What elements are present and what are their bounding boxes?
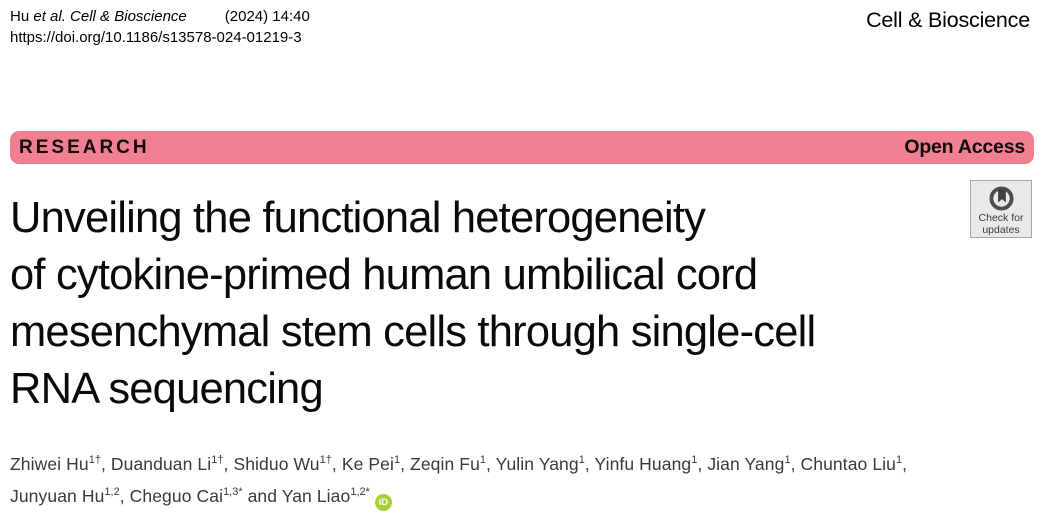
article-type-label: RESEARCH: [19, 136, 150, 158]
check-for-updates-badge[interactable]: Check for updates: [970, 180, 1032, 238]
author-affiliation-superscript: 1†: [211, 454, 224, 466]
article-title-line: RNA sequencing: [10, 365, 324, 413]
journal-name: Cell & Bioscience: [866, 8, 1030, 32]
article-title-line: Unveiling the functional heterogeneity: [10, 194, 706, 242]
citation-block: Hu et al. Cell & Bioscience (2024) 14:40 …: [10, 6, 310, 48]
author-name: Yulin Yang: [495, 454, 579, 474]
doi-link[interactable]: https://doi.org/10.1186/s13578-024-01219…: [10, 29, 302, 46]
author-affiliation-superscript: 1†: [319, 454, 332, 466]
author-affiliation-superscript: 1: [578, 454, 585, 466]
research-banner: RESEARCH Open Access: [10, 131, 1034, 164]
citation-issue: (2024) 14:40: [224, 8, 310, 25]
author-affiliation-superscript: 1: [393, 454, 401, 466]
author-affiliation-superscript: 1: [691, 454, 698, 466]
author-name: Chuntao Liu: [800, 454, 896, 474]
author-affiliation-superscript: 1†: [88, 454, 101, 466]
check-for-updates-label-line1: Check for: [978, 212, 1024, 224]
author-name: Junyuan Hu: [10, 486, 105, 506]
article-title-line: mesenchymal stem cells through single-ce…: [10, 308, 816, 356]
article-title-line: of cytokine-primed human umbilical cord: [10, 251, 758, 299]
article-title: Unveiling the functional heterogeneity o…: [10, 190, 816, 418]
author-name: Yinfu Huang: [594, 454, 692, 474]
open-access-label: Open Access: [904, 136, 1025, 158]
citation-line: Hu et al. Cell & Bioscience (2024) 14:40: [10, 6, 310, 27]
author-affiliation-superscript: 1: [479, 454, 487, 466]
author-affiliation-superscript: 1,2*: [350, 486, 370, 498]
author-affiliation-superscript: 1,3*: [223, 486, 243, 498]
citation-journal: et al. Cell & Bioscience: [33, 8, 187, 25]
author-affiliation-superscript: 1: [784, 454, 791, 466]
author-name: Zhiwei Hu: [10, 454, 89, 474]
author-list: Zhiwei Hu1†, Duanduan Li1†, Shiduo Wu1†,…: [10, 448, 1020, 512]
author-name: Duanduan Li: [110, 454, 212, 474]
author-name: Zeqin Fu: [410, 454, 480, 474]
author-affiliation-superscript: 1: [895, 454, 903, 466]
author-name: Yan Liao: [281, 486, 351, 506]
author-affiliation-superscript: 1,2: [104, 486, 120, 498]
crossmark-bookmark-icon: [988, 186, 1014, 211]
check-for-updates-label-line2: updates: [982, 223, 1020, 236]
orcid-icon[interactable]: iD: [374, 494, 392, 511]
author-name: Cheguo Cai: [129, 486, 224, 506]
citation-author: Hu: [10, 8, 30, 25]
author-name: Jian Yang: [707, 454, 785, 474]
author-name: Shiduo Wu: [233, 454, 320, 474]
author-name: Ke Pei: [341, 454, 394, 474]
